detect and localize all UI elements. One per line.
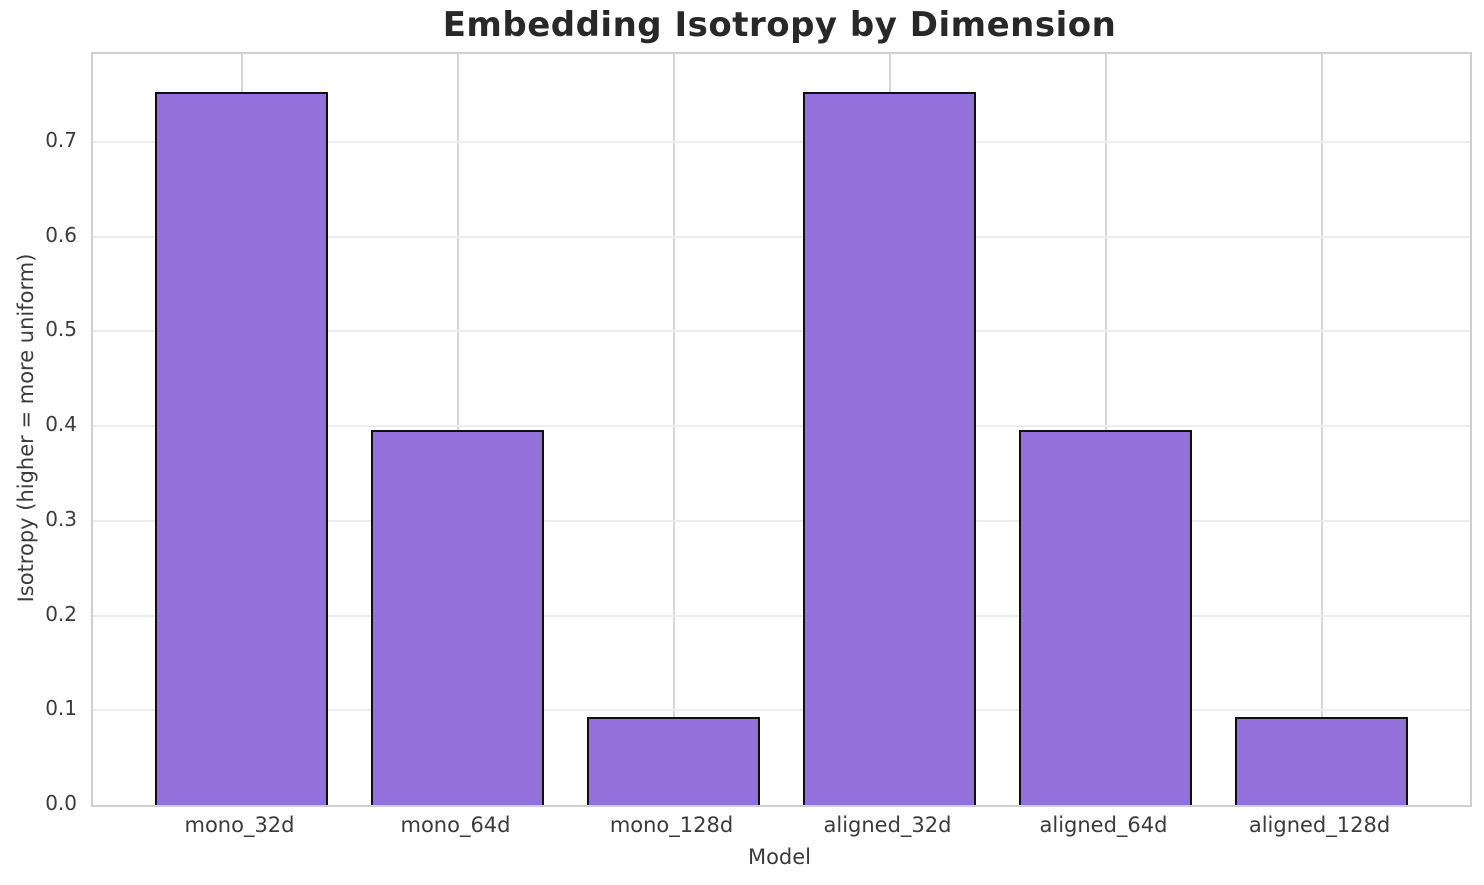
bar-aligned_32d [803, 92, 976, 805]
x-tick-label: mono_64d [400, 813, 511, 837]
x-gridline [456, 54, 459, 805]
x-tick-label: aligned_128d [1248, 813, 1391, 837]
y-tick-label: 0.5 [45, 317, 77, 342]
bar-mono_64d [371, 430, 544, 805]
y-gridline [93, 709, 1470, 712]
y-tick-label: 0.1 [45, 696, 77, 721]
x-tick-label: aligned_64d [1039, 813, 1168, 837]
x-tick-label: mono_128d [609, 813, 734, 837]
plot-area [91, 52, 1472, 807]
y-tick-label: 0.0 [45, 791, 77, 815]
bar-aligned_128d [1235, 717, 1408, 805]
x-gridline [1104, 54, 1107, 805]
y-gridline [93, 614, 1470, 617]
bar-mono_128d [587, 717, 760, 805]
bar-mono_32d [155, 92, 328, 805]
x-gridline [672, 54, 675, 805]
y-gridline [93, 519, 1470, 522]
y-tick-label: 0.7 [45, 128, 77, 153]
bar-aligned_64d [1019, 430, 1192, 805]
y-gridline [93, 235, 1470, 238]
y-tick-label: 0.4 [45, 412, 77, 437]
x-tick-label: aligned_32d [823, 813, 952, 837]
x-gridline [1320, 54, 1323, 805]
x-axis-label: Model [747, 845, 812, 869]
chart-title: Embedding Isotropy by Dimension [442, 5, 1117, 45]
y-tick-label: 0.6 [45, 222, 77, 247]
y-gridline [93, 425, 1470, 428]
x-tick-label: mono_32d [184, 813, 295, 837]
y-tick-label: 0.2 [45, 601, 77, 626]
y-gridline [93, 330, 1470, 333]
y-tick-label: 0.3 [45, 506, 77, 531]
y-gridline [93, 141, 1470, 144]
